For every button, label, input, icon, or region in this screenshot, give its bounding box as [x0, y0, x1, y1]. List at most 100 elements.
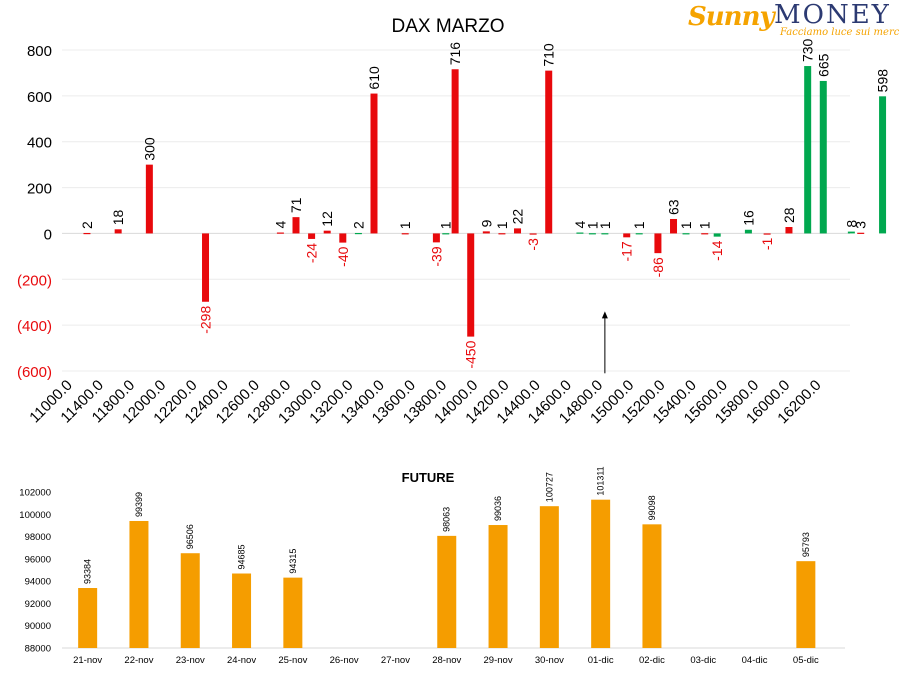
bar: [623, 233, 631, 238]
bar: [401, 233, 409, 235]
data-label: 598: [875, 69, 891, 93]
y-tick-label: 92000: [25, 599, 51, 610]
data-label: -14: [709, 240, 725, 260]
data-label: 4: [572, 221, 588, 229]
bar: [114, 229, 122, 234]
data-label: 1: [438, 221, 454, 229]
data-label: 710: [541, 43, 557, 67]
chart-title: FUTURE: [402, 470, 455, 485]
data-label: -40: [335, 246, 351, 266]
x-tick-label: 25-nov: [278, 655, 307, 666]
data-label: 93384: [83, 559, 93, 584]
bar: [588, 233, 596, 235]
data-label: 16: [740, 210, 756, 226]
bar: [670, 218, 678, 234]
bar: [744, 229, 752, 234]
y-tick-label: 100000: [19, 510, 51, 521]
data-label: 22: [510, 209, 526, 225]
bar: [202, 233, 210, 302]
bar: [763, 233, 771, 235]
bar: [514, 228, 522, 234]
data-label: -1: [759, 237, 775, 250]
y-tick-label: 96000: [25, 554, 51, 565]
bar: [879, 96, 887, 234]
data-label: 8: [843, 220, 859, 228]
x-tick-label: 30-nov: [535, 655, 564, 666]
future-chart: FUTURE 88000 90000 92000 94000 96000 98000 1000…: [19, 466, 845, 666]
data-label: 1: [697, 221, 713, 229]
data-label: 95793: [801, 532, 811, 557]
data-label: 610: [366, 66, 382, 90]
bar: [576, 232, 584, 234]
data-label: 730: [800, 38, 816, 62]
data-label: 99098: [647, 495, 657, 520]
logo-brand-left: Sunny: [688, 2, 775, 32]
x-tick-label: 02-dic: [639, 655, 665, 666]
data-label: 12: [319, 211, 335, 227]
data-label: 2: [350, 221, 366, 229]
x-tick-label: 28-nov: [432, 655, 461, 666]
data-label: 100727: [544, 472, 554, 502]
x-tick-label: 21-nov: [73, 655, 102, 666]
x-tick-label: 23-nov: [176, 655, 205, 666]
data-label: 716: [447, 42, 463, 66]
data-label: -24: [304, 243, 320, 263]
bar: [180, 553, 200, 648]
logo-tagline: Facciamo luce sui mercati: [780, 27, 899, 38]
bar: [308, 233, 316, 239]
data-label: -17: [619, 241, 635, 261]
data-label: 665: [815, 53, 831, 77]
y-tick-label: (600): [17, 364, 52, 381]
x-tick-label: 03-dic: [690, 655, 716, 666]
data-label: 71: [288, 197, 304, 213]
y-tick-label: (400): [17, 318, 52, 335]
bar: [713, 233, 721, 237]
data-label: 98063: [442, 507, 452, 532]
y-tick-label: 102000: [19, 488, 51, 499]
y-tick-label: (200): [17, 272, 52, 289]
annotation-arrow-head: [601, 311, 608, 319]
x-tick-label: 01-dic: [588, 655, 614, 666]
chart-title: DAX MARZO: [392, 16, 505, 37]
data-label: 4: [272, 221, 288, 229]
bar: [796, 561, 816, 648]
bar: [292, 217, 300, 234]
data-label: 1: [678, 221, 694, 229]
data-label: 1: [397, 221, 413, 229]
bar: [323, 230, 331, 234]
bar: [442, 233, 450, 235]
y-tick-label: 98000: [25, 532, 51, 543]
y-tick-label: 200: [27, 181, 52, 198]
y-tick-label: 88000: [25, 644, 51, 655]
bar: [804, 66, 812, 234]
y-tick-label: 400: [27, 135, 52, 152]
sunny-money-logo: Sunny MONEY Facciamo luce sui mercati: [688, 0, 899, 40]
data-label: 94685: [237, 544, 247, 569]
data-label: 1: [494, 221, 510, 229]
x-tick-label: 05-dic: [793, 655, 819, 666]
bar: [78, 588, 98, 648]
y-tick-label: 800: [27, 43, 52, 60]
bar: [498, 233, 506, 235]
data-label: -298: [198, 306, 214, 334]
bar: [601, 233, 609, 235]
x-tick-label: 04-dic: [742, 655, 768, 666]
x-tick-label: 27-nov: [381, 655, 410, 666]
data-label: 1: [584, 221, 600, 229]
data-label: 2: [79, 221, 95, 229]
data-label: 99399: [134, 492, 144, 517]
bar: [276, 232, 284, 234]
data-label: -39: [428, 246, 444, 266]
bar: [354, 232, 362, 235]
bar: [819, 80, 827, 234]
x-tick-label: 26-nov: [330, 655, 359, 666]
data-label: 1: [597, 221, 613, 229]
data-label: 96506: [185, 524, 195, 549]
data-label: 99036: [493, 496, 503, 521]
bar: [785, 227, 793, 234]
data-label: -3: [525, 238, 541, 251]
bar: [339, 233, 347, 243]
bar: [83, 232, 91, 235]
data-label: 3: [853, 221, 869, 229]
y-tick-label: 600: [27, 89, 52, 106]
